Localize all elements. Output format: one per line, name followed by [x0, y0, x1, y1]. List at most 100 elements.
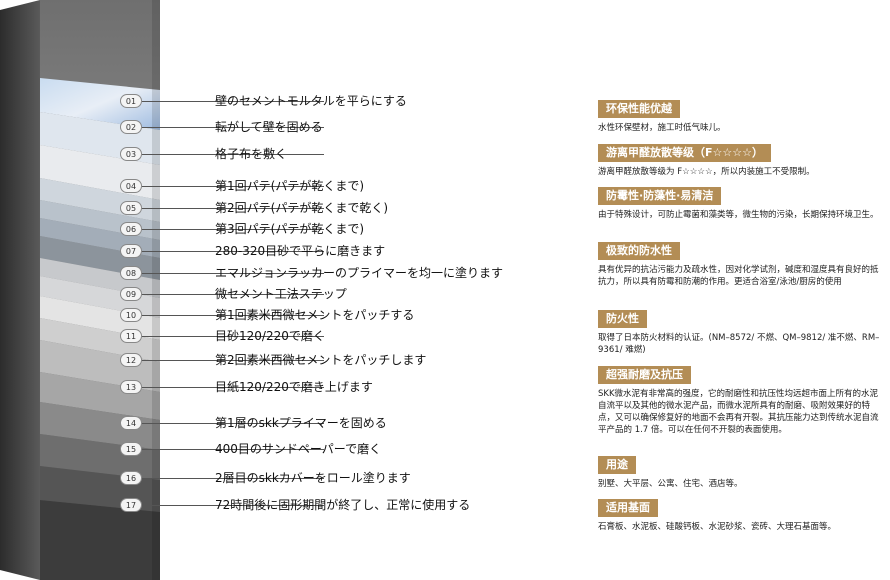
step-text: 第1回パテ(パテが乾くまで): [215, 179, 364, 193]
step-17: 17 72時間後に固形期間が終了し、正常に使用する: [120, 498, 520, 516]
layer-band-13: [40, 372, 160, 420]
feature-description: 具有优异的抗沾污能力及疏水性，因对化学试剂，碱度和湿度具有良好的抵抗力，所以具有…: [598, 265, 879, 287]
step-number: 16: [120, 471, 142, 485]
step-number: 15: [120, 442, 142, 456]
step-text: 第1回素米西微セメントをパッチする: [215, 308, 415, 322]
step-12: 12 第2回素米西微セメントをパッチします: [120, 353, 520, 371]
step-number: 04: [120, 179, 142, 193]
step-number: 06: [120, 222, 142, 236]
step-text: 2層目のskkカバーをロール塗ります: [215, 471, 411, 485]
leader-line: [142, 336, 324, 337]
feature-wear-resistance: 超强耐磨及抗压 SKK微水泥有非常高的强度，它的耐磨性和抗压性均远超市面上所有的…: [598, 363, 888, 436]
step-08: 08 エマルジョンラッカーのプライマーを均一に塗ります: [120, 266, 520, 284]
step-15: 15 400目のサンドペーパーで磨く: [120, 442, 520, 460]
step-number: 08: [120, 266, 142, 280]
feature-title: 环保性能优越: [598, 100, 680, 118]
leader-line: [142, 423, 324, 424]
feature-fireproof: 防火性 取得了日本防火材料的认证。(NM–8572/ 不燃、QM–9812/ 准…: [598, 307, 888, 356]
step-text: 第1層のskkプライマーを固める: [215, 416, 387, 430]
step-text: 格子布を敷く: [215, 147, 288, 161]
leader-line: [142, 208, 324, 209]
step-number: 14: [120, 416, 142, 430]
step-number: 09: [120, 287, 142, 301]
leader-line: [142, 229, 324, 230]
leader-line: [142, 273, 324, 274]
leader-line: [142, 294, 324, 295]
leader-line: [142, 315, 324, 316]
leader-line: [142, 251, 324, 252]
leader-line: [142, 449, 324, 450]
layer-band-15: [40, 434, 160, 480]
leader-line: [142, 478, 324, 479]
feature-substrates: 适用基面 石膏板、水泥板、硅酸钙板、水泥砂浆、瓷砖、大理石基面等。: [598, 496, 888, 533]
feature-usage: 用途 别墅、大平层、公寓、住宅、酒店等。: [598, 453, 888, 490]
step-text: 転がして壁を固める: [215, 120, 323, 134]
step-number: 01: [120, 94, 142, 108]
layer-band-09: [40, 276, 160, 318]
feature-title: 极致的防水性: [598, 242, 680, 260]
wall-edge-shadow: [152, 0, 160, 580]
feature-formaldehyde: 游离甲醛放散等级（F☆☆☆☆） 游离甲醛放散等级为 F☆☆☆☆，所以内装施工不受…: [598, 141, 888, 178]
step-13: 13 目紙120/220で磨き上げます: [120, 380, 520, 398]
leader-line: [142, 101, 324, 102]
layer-band-01: [40, 78, 160, 130]
wall-side-face: [0, 0, 40, 580]
feature-title: 超强耐磨及抗压: [598, 366, 691, 384]
leader-line: [142, 127, 324, 128]
feature-description: 石膏板、水泥板、硅酸钙板、水泥砂浆、瓷砖、大理石基面等。: [598, 522, 837, 532]
step-text: エマルジョンラッカーのプライマーを均一に塗ります: [215, 266, 504, 280]
step-03: 03 格子布を敷く: [120, 147, 520, 165]
leader-line: [142, 387, 324, 388]
feature-title: 用途: [598, 456, 636, 474]
feature-title: 游离甲醛放散等级（F☆☆☆☆）: [598, 144, 771, 162]
feature-description: 水性环保壁材，施工时低气味儿。: [598, 123, 726, 133]
leader-line: [142, 360, 324, 361]
step-text: 400目のサンドペーパーで磨く: [215, 442, 382, 456]
step-text: 第2回パテ(パテが乾くまで乾く): [215, 201, 388, 215]
feature-title: 防霉性·防藻性·易清洁: [598, 187, 722, 205]
step-number: 12: [120, 353, 142, 367]
leader-line: [142, 505, 324, 506]
step-10: 10 第1回素米西微セメントをパッチする: [120, 308, 520, 326]
step-06: 06 第3回パテ(パテが乾くまで): [120, 222, 520, 240]
layer-band-17: [40, 500, 160, 580]
step-14: 14 第1層のskkプライマーを固める: [120, 416, 520, 434]
step-number: 05: [120, 201, 142, 215]
feature-antimold: 防霉性·防藻性·易清洁 由于特殊设计，可防止霉菌和藻类等，微生物的污染，长期保持…: [598, 184, 888, 221]
step-text: 微セメント工法ステップ: [215, 287, 347, 301]
layer-band-11: [40, 318, 160, 362]
step-text: 壁のセメントモルタルを平らにする: [215, 94, 407, 108]
feature-eco: 环保性能优越 水性环保壁材，施工时低气味儿。: [598, 97, 888, 134]
step-09: 09 微セメント工法ステップ: [120, 287, 520, 305]
feature-description: 游离甲醛放散等级为 F☆☆☆☆，所以内装施工不受限制。: [598, 167, 815, 177]
feature-description: 由于特殊设计，可防止霉菌和藻类等，微生物的污染，长期保持环境卫生。: [598, 210, 879, 220]
step-05: 05 第2回パテ(パテが乾くまで乾く): [120, 201, 520, 219]
step-number: 17: [120, 498, 142, 512]
step-04: 04 第1回パテ(パテが乾くまで): [120, 179, 520, 197]
step-number: 02: [120, 120, 142, 134]
step-number: 07: [120, 244, 142, 258]
step-text: 目紙120/220で磨き上げます: [215, 380, 373, 394]
leader-line: [142, 186, 324, 187]
feature-waterproof: 极致的防水性 具有优异的抗沾污能力及疏水性，因对化学试剂，碱度和湿度具有良好的抵…: [598, 239, 888, 288]
step-number: 10: [120, 308, 142, 322]
step-number: 11: [120, 329, 142, 343]
step-text: 72時間後に固形期間が終了し、正常に使用する: [215, 498, 471, 512]
feature-description: 别墅、大平层、公寓、住宅、酒店等。: [598, 479, 743, 489]
step-11: 11 目砂120/220で磨く: [120, 329, 520, 347]
step-number: 13: [120, 380, 142, 394]
step-number: 03: [120, 147, 142, 161]
feature-title: 防火性: [598, 310, 647, 328]
step-text: 第3回パテ(パテが乾くまで): [215, 222, 364, 236]
step-text: 目砂120/220で磨く: [215, 329, 325, 343]
leader-line: [142, 154, 324, 155]
step-16: 16 2層目のskkカバーをロール塗ります: [120, 471, 520, 489]
step-text: 第2回素米西微セメントをパッチします: [215, 353, 427, 367]
step-text: 280-320目砂で平らに磨きます: [215, 244, 386, 258]
step-07: 07 280-320目砂で平らに磨きます: [120, 244, 520, 262]
step-01: 01 壁のセメントモルタルを平らにする: [120, 94, 520, 112]
step-02: 02 転がして壁を固める: [120, 120, 520, 138]
feature-description: 取得了日本防火材料的认证。(NM–8572/ 不燃、QM–9812/ 准不燃、R…: [598, 333, 880, 355]
feature-description: SKK微水泥有非常高的强度，它的耐磨性和抗压性均远超市面上所有的水泥自流平以及其…: [598, 389, 879, 435]
layer-band-12: [40, 340, 160, 392]
